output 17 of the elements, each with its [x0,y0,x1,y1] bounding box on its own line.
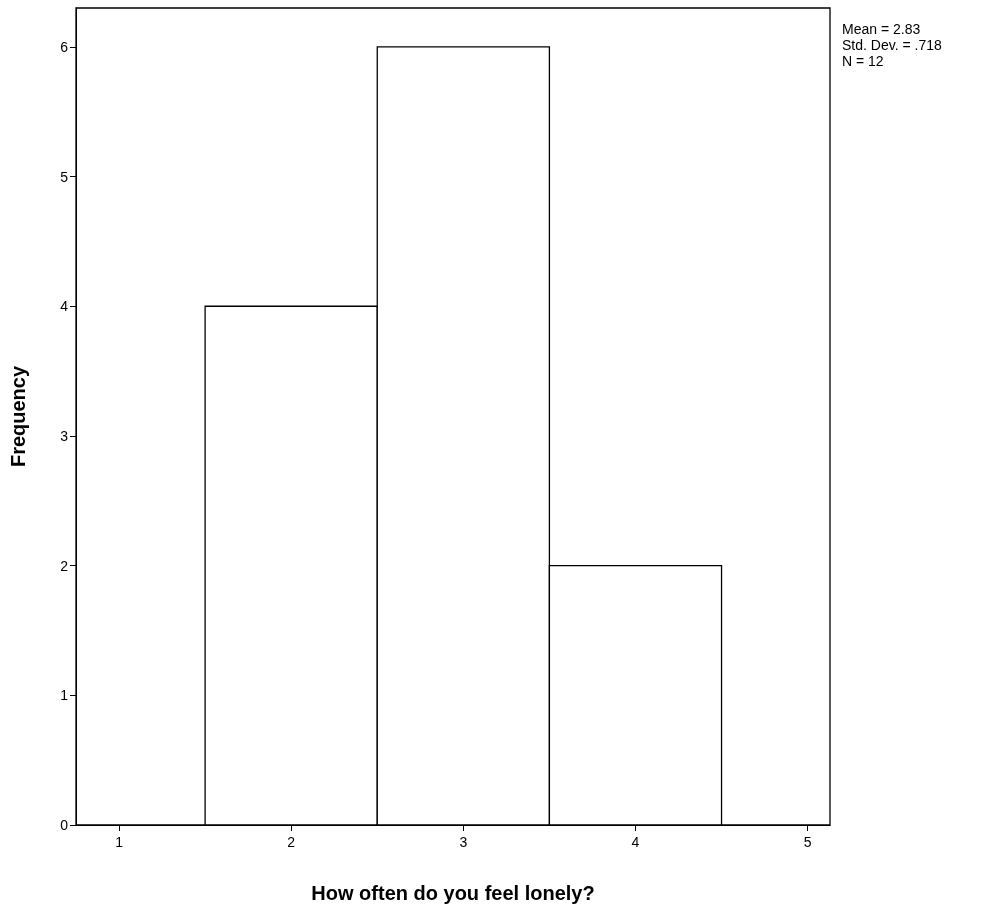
text: N = 12 [842,53,884,69]
x-tick-label: 3 [459,834,468,850]
y-tick-label: 5 [60,168,69,185]
text: Mean = 2.83 [842,21,921,37]
x-axis-title: How often do you feel lonely? [311,882,595,904]
y-tick-label: 2 [60,557,69,574]
x-tick-label: 4 [631,834,640,850]
y-tick-label: 6 [60,38,69,55]
text: Std. Dev. = .718 [842,37,942,53]
y-tick-label: 3 [60,427,69,444]
y-tick-label: 1 [60,687,69,704]
x-tick-label: 5 [803,834,812,850]
x-tick-label: 2 [287,834,296,850]
y-tick-label: 4 [60,298,69,315]
y-tick-label: 0 [60,817,69,833]
x-tick-label: 1 [115,834,124,850]
y-axis-title: Frequency [7,365,29,468]
